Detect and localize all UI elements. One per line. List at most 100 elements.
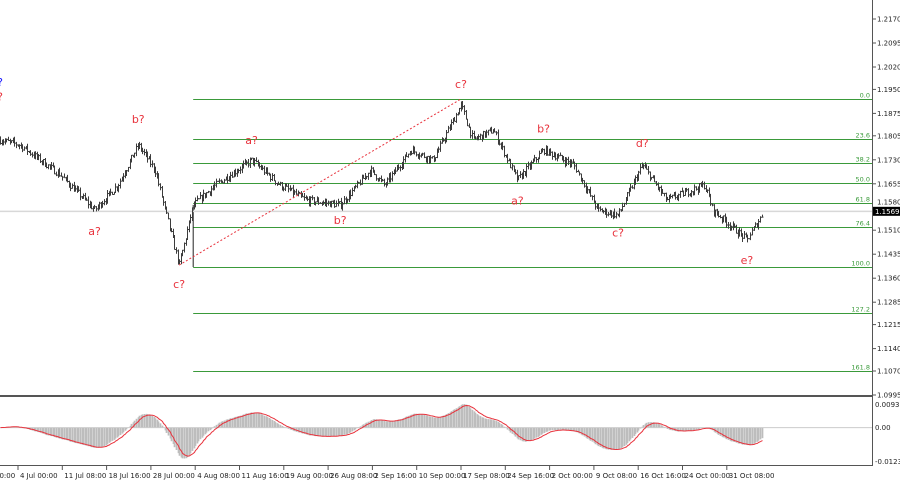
ohlc-bar [61, 175, 64, 181]
ohlc-bar [226, 173, 229, 184]
price-axis[interactable]: 1.2170 1.2095 1.2020 1.1950 1.1875 1.1805 1.17… [873, 16, 900, 400]
ohlc-bar [621, 202, 624, 212]
time-tick-label: 4 Jul 00:00 [20, 472, 58, 480]
ohlc-bar [55, 171, 58, 177]
price-tick-label: 1.1950 [877, 86, 900, 94]
ohlc-bar [514, 169, 517, 175]
wave-label: b? [334, 214, 347, 227]
ohlc-bar [631, 185, 634, 189]
ohlc-bar [650, 176, 653, 180]
ohlc-bar [465, 109, 468, 120]
ohlc-bar [341, 201, 344, 211]
ohlc-bar [597, 203, 600, 212]
ohlc-bar [559, 152, 562, 157]
ohlc-bar [23, 146, 26, 151]
ohlc-bar [423, 152, 426, 159]
ohlc-bar [181, 249, 184, 257]
ohlc-bar [143, 148, 146, 156]
ohlc-bar [543, 148, 546, 156]
ohlc-bar [610, 210, 613, 218]
ohlc-bar [114, 183, 117, 193]
ohlc-bar [373, 169, 376, 176]
ohlc-bar [557, 153, 560, 159]
ohlc-bar [546, 145, 549, 156]
trendline[interactable] [178, 98, 462, 266]
ohlc-bar [277, 181, 280, 186]
ohlc-bar [309, 196, 312, 207]
ohlc-bar [175, 247, 178, 254]
ohlc-bar [135, 143, 138, 157]
current-price-label: 1.1569 [873, 206, 900, 216]
wave-label: d? [636, 137, 649, 150]
ohlc-bar [391, 171, 394, 182]
ohlc-bar [591, 195, 594, 201]
ohlc-bar [322, 200, 325, 205]
ohlc-bar [159, 183, 162, 191]
ohlc-bar [381, 178, 384, 182]
ohlc-bar [255, 157, 258, 163]
ohlc-bar [293, 189, 296, 195]
ohlc-bar [205, 192, 208, 198]
ohlc-bar [157, 173, 160, 187]
ohlc-bar [303, 192, 306, 201]
time-tick-label: 2 Oct 00:00 [552, 472, 593, 480]
ohlc-bar [738, 227, 741, 237]
ohlc-bar [469, 126, 472, 139]
ohlc-bar [501, 141, 504, 151]
ohlc-bar [29, 150, 32, 156]
ohlc-bar [599, 206, 602, 212]
ohlc-bar [410, 150, 413, 156]
ohlc-bar [18, 144, 21, 150]
fibonacci-levels: 0.0 23.6 38.2 50.0 61.8 76.4 100.0 127.2 161.8 [192, 92, 872, 372]
ohlc-bar [525, 163, 528, 178]
fib-level-label: 50.0 [856, 176, 870, 184]
time-tick-label: 11 Jul 08:00 [64, 472, 106, 480]
ohlc-bar [367, 172, 370, 180]
ohlc-bar [66, 174, 69, 183]
ohlc-bar [229, 171, 232, 183]
ohlc-bar [239, 166, 242, 174]
ohlc-bar [161, 186, 164, 198]
ohlc-bar [506, 153, 509, 164]
ohlc-bar [679, 190, 682, 198]
ohlc-bar [42, 159, 45, 166]
ohlc-bar [282, 186, 285, 192]
ohlc-bar [522, 169, 525, 179]
current-price-value: 1.1569 [875, 208, 900, 216]
ohlc-bar [677, 193, 680, 202]
ohlc-bar [130, 154, 133, 163]
ohlc-bar [495, 131, 498, 136]
price-tick-label: 1.1730 [877, 156, 900, 164]
wave-label: c? [455, 78, 467, 91]
wave-label: ? [0, 91, 3, 104]
ohlc-bar [741, 233, 744, 242]
ohlc-bar [90, 201, 93, 210]
ohlc-bar [58, 167, 61, 177]
fib-level-label: 0.0 [860, 92, 870, 100]
ohlc-bar [194, 197, 197, 208]
ohlc-bar [133, 152, 136, 158]
ohlc-bar [362, 174, 365, 179]
ohlc-bar [431, 156, 434, 159]
ohlc-bar [311, 195, 314, 201]
ohlc-bar [687, 188, 690, 198]
ohlc-bar [551, 151, 554, 160]
ohlc-bar [719, 214, 722, 219]
ohlc-bar [418, 152, 421, 160]
ohlc-bar [231, 171, 234, 178]
ohlc-bar [402, 156, 405, 170]
ohlc-bar [725, 216, 728, 228]
ohlc-bar [189, 214, 192, 224]
ohlc-bar [503, 145, 506, 158]
ohlc-bar [730, 225, 733, 231]
ohlc-bar [319, 202, 322, 204]
ohlc-bar [434, 157, 437, 162]
price-tick-label: 1.0995 [877, 392, 900, 400]
ohlc-bar [455, 112, 458, 123]
ohlc-bar [253, 158, 256, 167]
ohlc-bar [450, 119, 453, 130]
fib-level-label: 161.8 [851, 364, 870, 372]
ohlc-bar [637, 170, 640, 181]
